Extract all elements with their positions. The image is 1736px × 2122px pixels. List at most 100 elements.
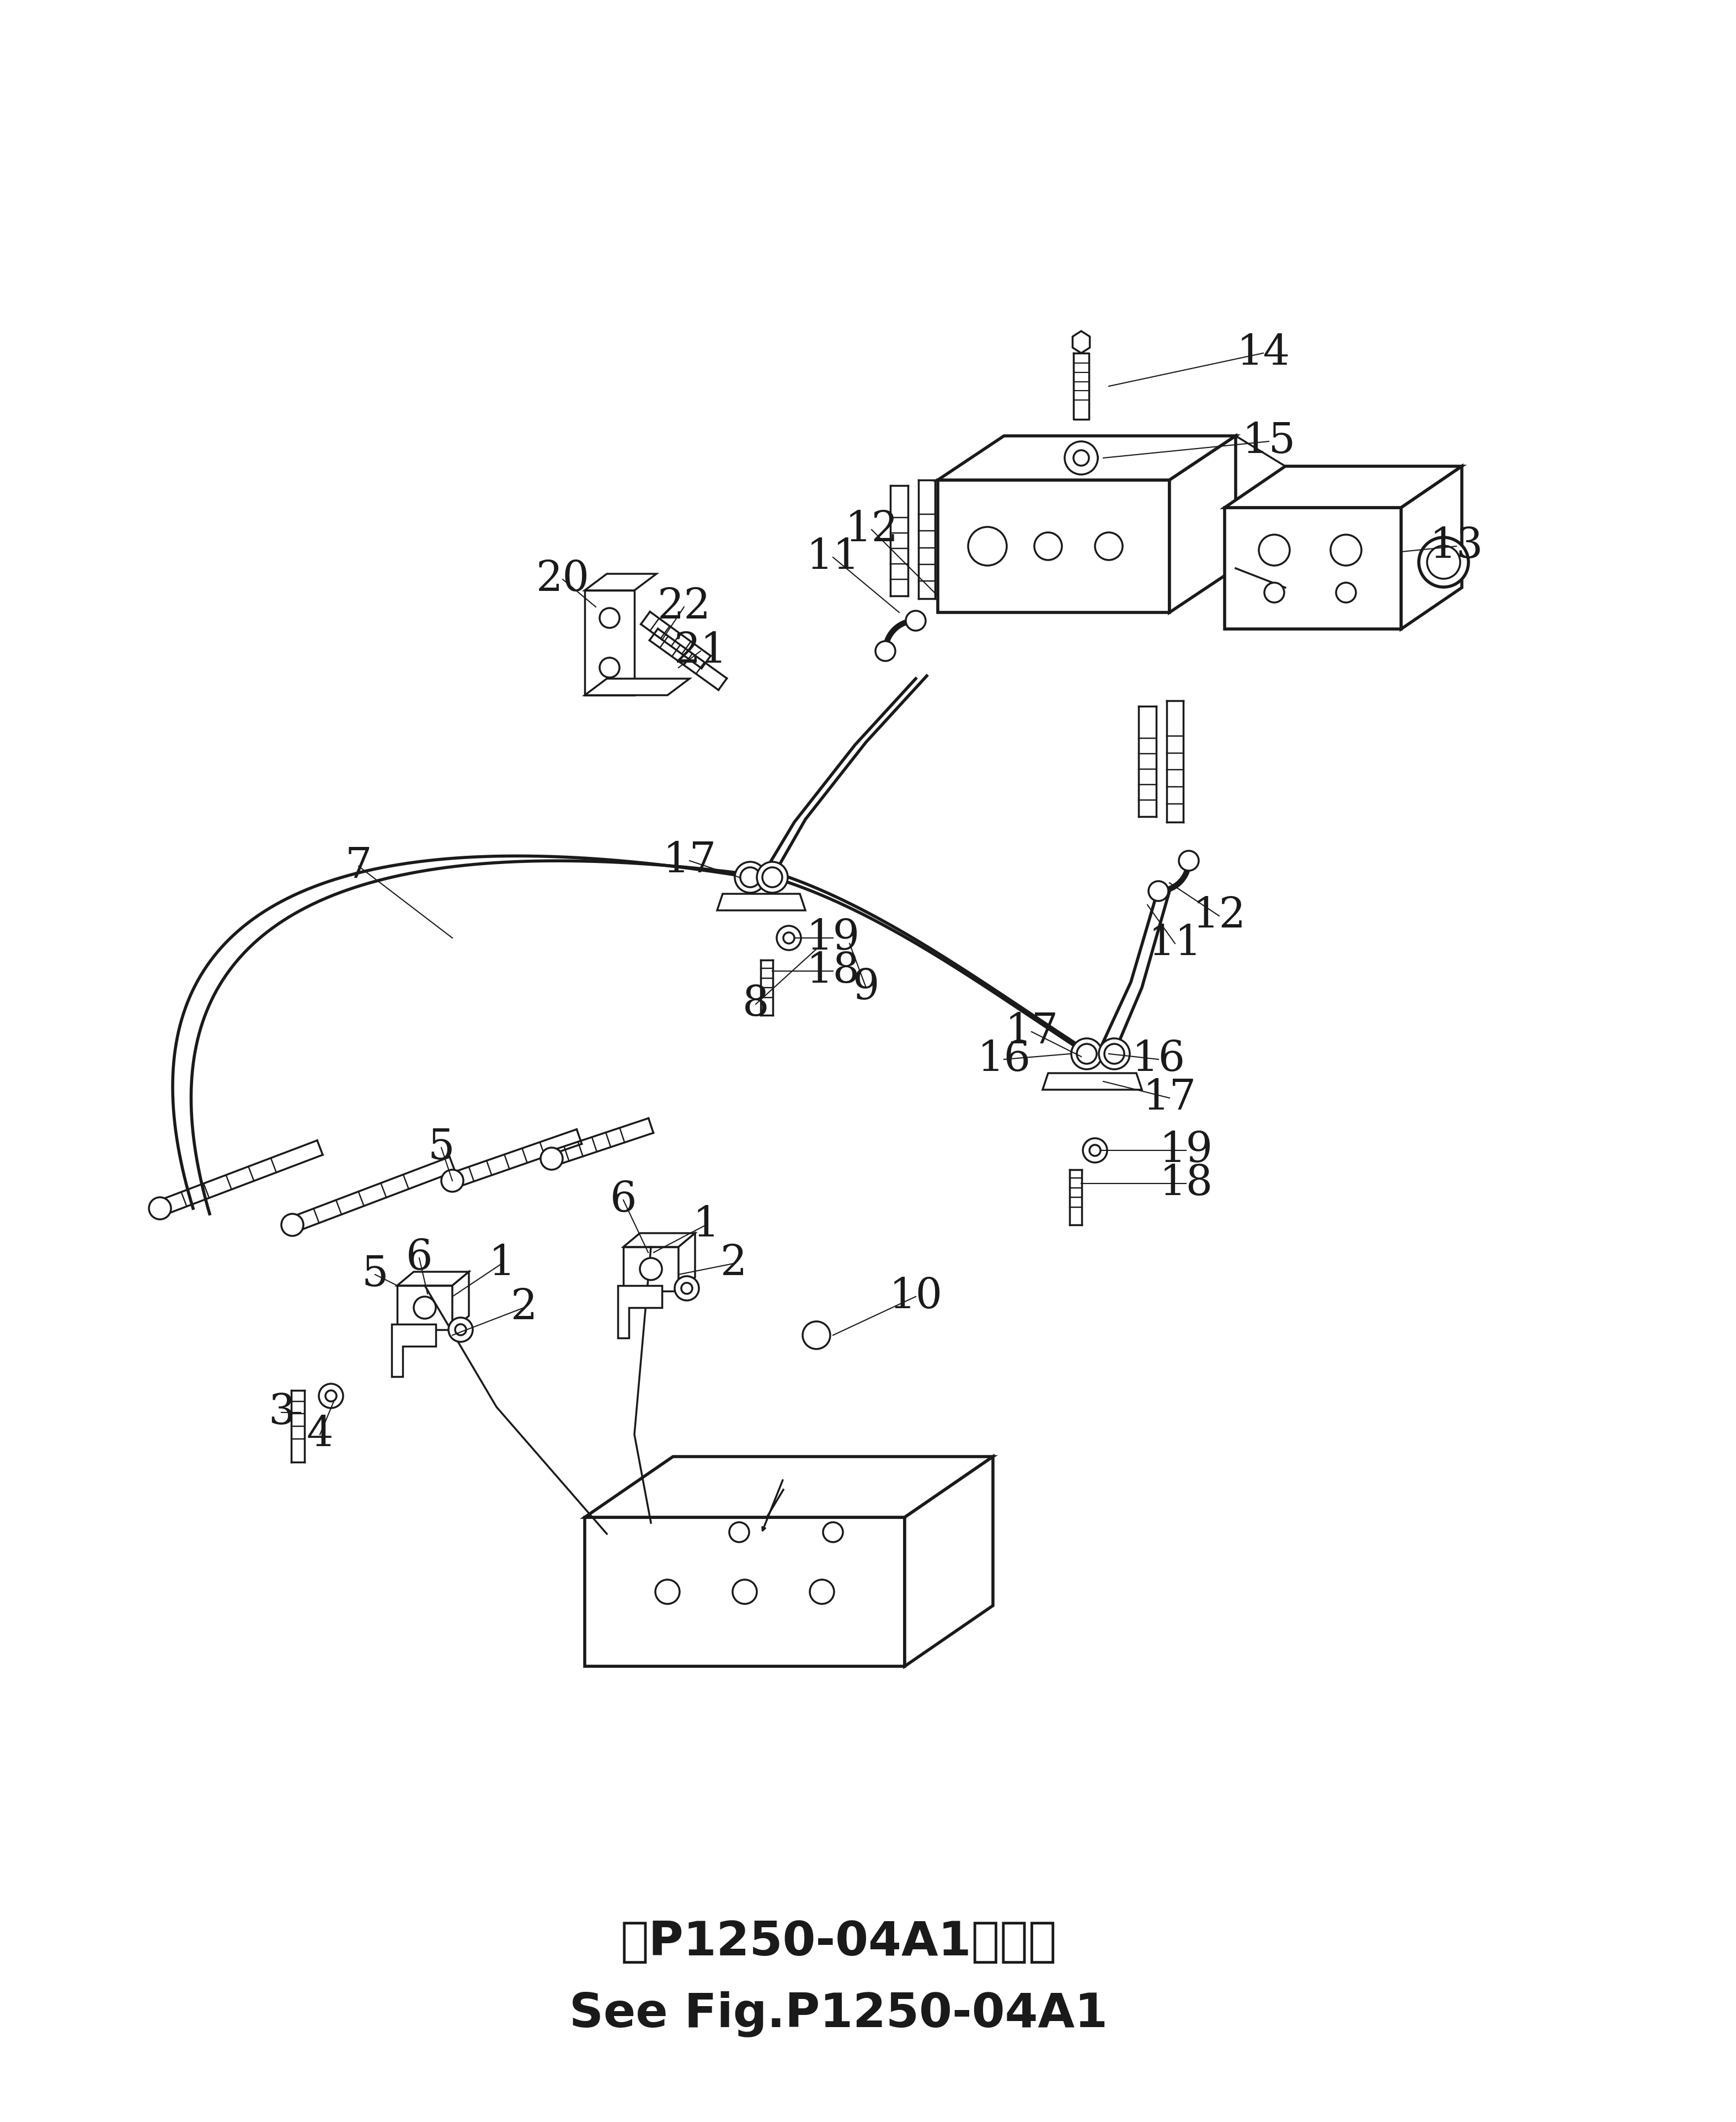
- Polygon shape: [904, 1456, 993, 1666]
- Circle shape: [441, 1169, 464, 1193]
- Circle shape: [1259, 535, 1290, 567]
- Text: 21: 21: [674, 630, 727, 671]
- Circle shape: [1095, 533, 1123, 560]
- Circle shape: [740, 868, 760, 887]
- Text: 10: 10: [889, 1275, 943, 1318]
- Text: 16: 16: [977, 1040, 1031, 1080]
- Circle shape: [599, 658, 620, 677]
- Circle shape: [1035, 533, 1062, 560]
- Text: 7: 7: [345, 847, 372, 887]
- Polygon shape: [937, 480, 1170, 613]
- Polygon shape: [1170, 435, 1236, 613]
- Polygon shape: [585, 573, 656, 590]
- Text: 9: 9: [852, 968, 880, 1008]
- Circle shape: [1073, 450, 1088, 465]
- Circle shape: [1083, 1137, 1108, 1163]
- Circle shape: [319, 1384, 344, 1409]
- Text: 2: 2: [720, 1243, 746, 1284]
- Circle shape: [729, 1521, 750, 1543]
- Circle shape: [1427, 545, 1460, 579]
- Text: 6: 6: [406, 1237, 432, 1277]
- Polygon shape: [937, 435, 1236, 480]
- Polygon shape: [392, 1324, 436, 1377]
- Polygon shape: [585, 590, 634, 696]
- Circle shape: [1076, 1044, 1097, 1063]
- Circle shape: [1179, 851, 1198, 870]
- Circle shape: [1418, 537, 1469, 588]
- Circle shape: [413, 1297, 436, 1318]
- Circle shape: [325, 1390, 337, 1401]
- Text: 17: 17: [1142, 1078, 1196, 1118]
- Polygon shape: [585, 1456, 993, 1517]
- Polygon shape: [679, 1233, 694, 1290]
- Polygon shape: [1401, 467, 1462, 628]
- Circle shape: [809, 1579, 833, 1604]
- Circle shape: [1149, 881, 1168, 902]
- Text: 6: 6: [609, 1180, 637, 1220]
- Circle shape: [1104, 1044, 1125, 1063]
- Circle shape: [149, 1197, 172, 1220]
- Text: 15: 15: [1241, 420, 1295, 463]
- Circle shape: [757, 862, 788, 893]
- Text: 20: 20: [536, 558, 590, 601]
- Text: 19: 19: [1160, 1131, 1213, 1171]
- Text: 17: 17: [663, 840, 717, 881]
- Text: 17: 17: [1005, 1012, 1059, 1053]
- Polygon shape: [1043, 1074, 1142, 1091]
- Circle shape: [540, 1148, 562, 1169]
- Circle shape: [969, 526, 1007, 567]
- Text: 3: 3: [267, 1392, 295, 1432]
- Text: 5: 5: [361, 1254, 389, 1294]
- Text: 4: 4: [307, 1413, 333, 1456]
- Polygon shape: [618, 1286, 661, 1339]
- Polygon shape: [623, 1233, 694, 1248]
- Text: 1: 1: [693, 1205, 719, 1246]
- Text: 18: 18: [806, 951, 859, 991]
- Circle shape: [455, 1324, 467, 1335]
- Text: 1: 1: [488, 1243, 516, 1284]
- Circle shape: [1090, 1146, 1101, 1156]
- Circle shape: [1337, 584, 1356, 603]
- Circle shape: [1064, 441, 1097, 475]
- Text: 19: 19: [806, 917, 859, 959]
- Circle shape: [281, 1214, 304, 1235]
- Text: 8: 8: [743, 985, 769, 1025]
- Circle shape: [599, 609, 620, 628]
- Circle shape: [733, 1579, 757, 1604]
- Text: 14: 14: [1236, 333, 1290, 373]
- Circle shape: [656, 1579, 679, 1604]
- Polygon shape: [1224, 507, 1401, 628]
- Circle shape: [1071, 1038, 1102, 1069]
- Circle shape: [906, 611, 925, 630]
- Circle shape: [734, 862, 766, 893]
- Polygon shape: [398, 1286, 453, 1330]
- Polygon shape: [1073, 331, 1090, 352]
- Polygon shape: [398, 1271, 469, 1286]
- Circle shape: [776, 925, 800, 951]
- Polygon shape: [453, 1271, 469, 1330]
- Circle shape: [762, 868, 783, 887]
- Circle shape: [1099, 1038, 1130, 1069]
- Text: 11: 11: [806, 537, 859, 577]
- Text: 18: 18: [1160, 1163, 1213, 1203]
- Text: 12: 12: [1193, 895, 1246, 936]
- Circle shape: [1330, 535, 1361, 567]
- Circle shape: [802, 1322, 830, 1350]
- Text: 13: 13: [1429, 526, 1483, 567]
- Text: See Fig.P1250-04A1: See Fig.P1250-04A1: [569, 1990, 1108, 2037]
- Text: 12: 12: [845, 509, 898, 550]
- Circle shape: [675, 1275, 700, 1301]
- Circle shape: [783, 932, 795, 944]
- Polygon shape: [623, 1248, 679, 1290]
- Polygon shape: [585, 1517, 904, 1666]
- Text: 16: 16: [1132, 1040, 1186, 1080]
- Circle shape: [823, 1521, 844, 1543]
- Circle shape: [448, 1318, 472, 1341]
- Circle shape: [875, 641, 896, 660]
- Circle shape: [681, 1284, 693, 1294]
- Circle shape: [1076, 448, 1097, 469]
- Circle shape: [1264, 584, 1285, 603]
- Polygon shape: [585, 679, 689, 696]
- Text: 第P1250-04A1図参照: 第P1250-04A1図参照: [620, 1918, 1057, 1965]
- Text: 2: 2: [510, 1288, 538, 1328]
